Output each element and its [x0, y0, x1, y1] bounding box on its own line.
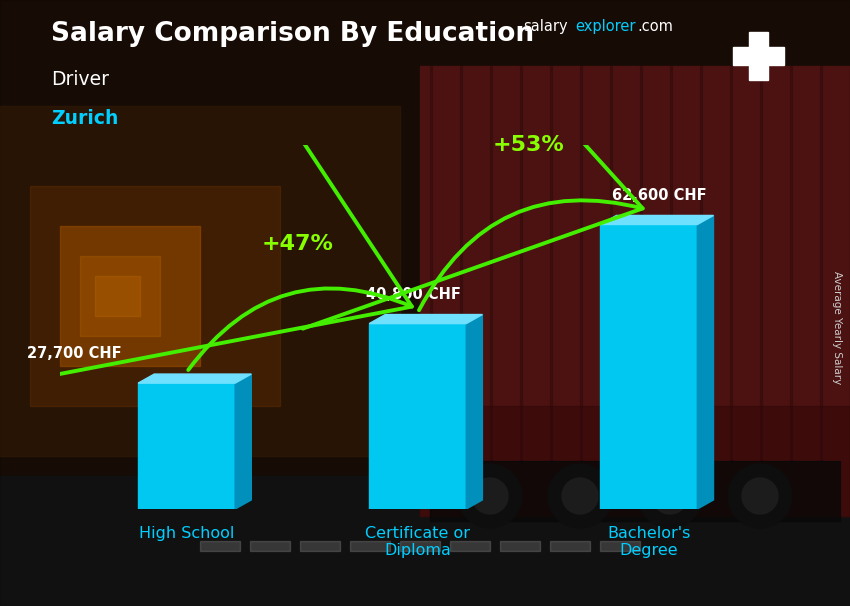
Text: .com: .com [638, 19, 673, 35]
Text: 27,700 CHF: 27,700 CHF [27, 346, 122, 361]
Polygon shape [466, 315, 483, 509]
Polygon shape [369, 315, 483, 324]
Polygon shape [235, 374, 252, 509]
Bar [733, 47, 785, 65]
Circle shape [548, 464, 612, 528]
Circle shape [458, 464, 522, 528]
Text: Driver: Driver [51, 70, 109, 88]
Polygon shape [138, 374, 252, 383]
Circle shape [728, 464, 792, 528]
Circle shape [562, 478, 598, 514]
Polygon shape [0, 476, 850, 606]
Text: 62,600 CHF: 62,600 CHF [612, 188, 706, 202]
Circle shape [638, 464, 702, 528]
Polygon shape [138, 383, 235, 509]
Polygon shape [600, 224, 697, 509]
Polygon shape [369, 324, 466, 509]
Text: Salary Comparison By Education: Salary Comparison By Education [51, 21, 534, 47]
Text: +47%: +47% [262, 233, 333, 254]
Polygon shape [697, 215, 713, 509]
Polygon shape [420, 66, 850, 516]
Circle shape [742, 478, 778, 514]
FancyArrowPatch shape [58, 6, 412, 375]
Polygon shape [420, 406, 850, 516]
Text: explorer: explorer [575, 19, 636, 35]
Bar [749, 32, 768, 81]
Text: +53%: +53% [493, 135, 564, 155]
Text: 40,800 CHF: 40,800 CHF [366, 287, 461, 302]
Circle shape [472, 478, 508, 514]
Text: salary: salary [523, 19, 568, 35]
Text: Average Yearly Salary: Average Yearly Salary [832, 271, 842, 384]
FancyArrowPatch shape [303, 0, 643, 328]
Circle shape [652, 478, 688, 514]
Text: Zurich: Zurich [51, 109, 118, 128]
Polygon shape [600, 215, 713, 224]
